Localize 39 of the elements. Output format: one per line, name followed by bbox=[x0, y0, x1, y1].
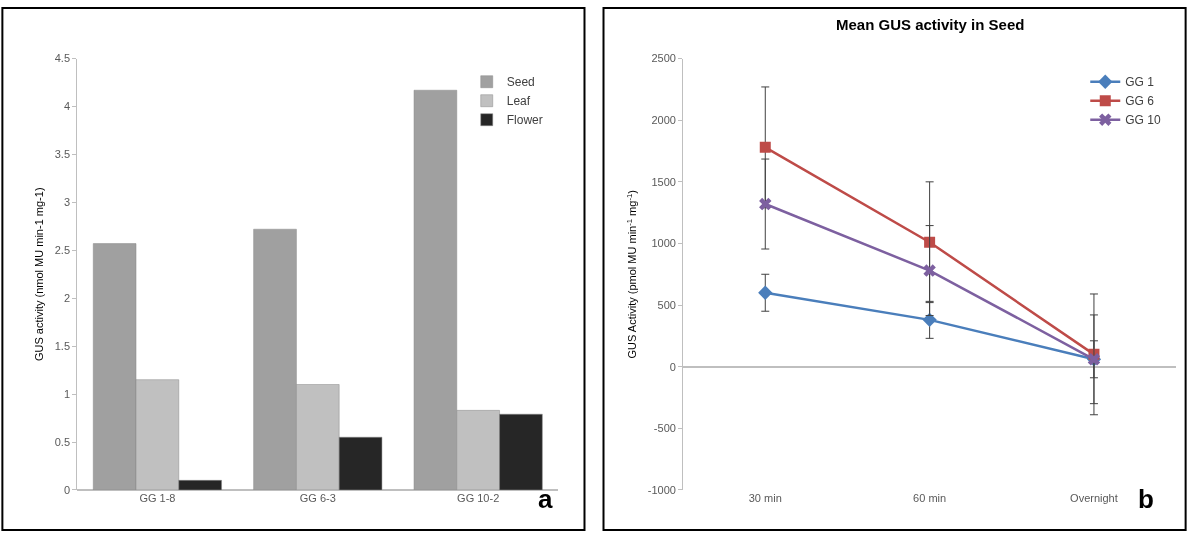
y-tick-label: 3.5 bbox=[54, 148, 71, 161]
chart-title: Mean GUS activity in Seed bbox=[836, 16, 1025, 33]
legend-label: Flower bbox=[506, 113, 543, 128]
y-tick-label: 0.5 bbox=[54, 435, 71, 448]
y-tick-label: 500 bbox=[657, 298, 676, 311]
annotation: a bbox=[538, 484, 553, 514]
y-axis-title: GUS activity (nmol MU min-1 mg-1) bbox=[33, 187, 46, 362]
y-tick-label: 1.5 bbox=[54, 340, 71, 352]
y-tick-label: 1 bbox=[63, 387, 71, 400]
x-tick-label: GG 10-2 bbox=[457, 491, 500, 504]
y-tick-label: 2500 bbox=[651, 52, 676, 65]
y-tick-label: 1000 bbox=[651, 237, 676, 250]
y-tick-label: -1000 bbox=[647, 483, 676, 496]
legend-label: GG 10 bbox=[1125, 113, 1161, 128]
point bbox=[759, 141, 771, 153]
x-tick-label: GG 6-3 bbox=[299, 491, 336, 504]
y-tick-label: 3 bbox=[63, 196, 71, 209]
legend-label: Seed bbox=[506, 75, 535, 90]
point bbox=[758, 285, 773, 300]
x-tick-label: 30 min bbox=[748, 491, 782, 504]
legend-label: GG 1 bbox=[1125, 75, 1155, 90]
x-tick-label: Overnight bbox=[1070, 491, 1118, 504]
y-tick-label: 1500 bbox=[651, 175, 676, 188]
x-tick-label: GG 1-8 bbox=[139, 491, 176, 504]
legend-label: Leaf bbox=[506, 94, 531, 109]
annotation: b bbox=[1138, 484, 1154, 514]
legend-label: GG 6 bbox=[1125, 94, 1155, 109]
y-tick-label: 4.5 bbox=[54, 52, 71, 65]
y-tick-label: 0 bbox=[63, 483, 71, 496]
point bbox=[759, 197, 772, 211]
point bbox=[924, 236, 936, 248]
y-tick-label: 0 bbox=[669, 360, 676, 373]
y-tick-label: 2 bbox=[63, 292, 71, 305]
y-tick-label: 2000 bbox=[651, 114, 676, 127]
y-tick-label: 2.5 bbox=[54, 244, 71, 257]
y-tick-label: -500 bbox=[653, 422, 676, 435]
y-tick-label: 4 bbox=[63, 100, 71, 113]
x-tick-label: 60 min bbox=[913, 491, 947, 504]
point bbox=[923, 264, 936, 277]
